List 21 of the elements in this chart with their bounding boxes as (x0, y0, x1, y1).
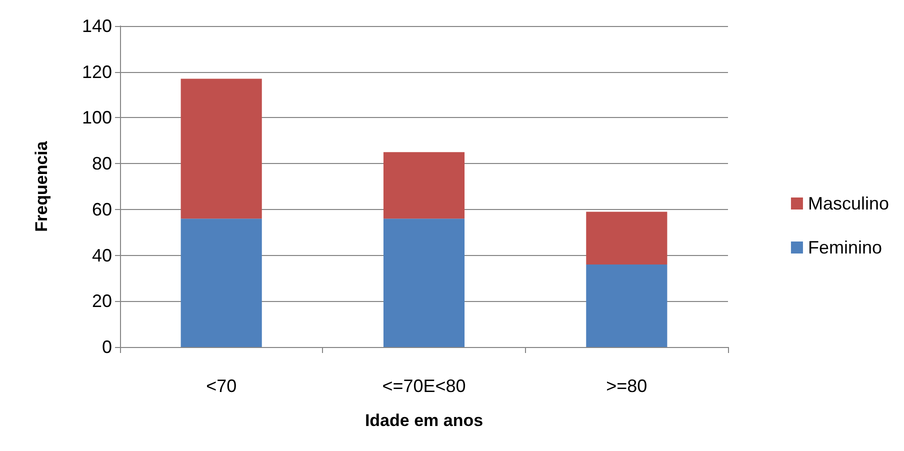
legend-label: Masculino (808, 194, 890, 214)
y-tick-label: 100 (82, 108, 112, 128)
y-tick-label: 60 (92, 199, 112, 220)
bar (383, 218, 465, 347)
y-tick-label: 140 (82, 16, 112, 36)
x-tick-label: >=80 (606, 376, 648, 396)
legend-label: Feminino (808, 238, 882, 258)
bar (586, 212, 668, 264)
y-tick-label: 0 (102, 337, 112, 357)
x-tick-label: <70 (206, 376, 237, 396)
bar (180, 78, 262, 219)
bar (586, 264, 668, 347)
bar (180, 218, 262, 347)
y-tick-label: 120 (82, 62, 112, 82)
y-axis-title: Frequencia (32, 140, 51, 232)
bar (383, 152, 465, 219)
y-tick-label: 40 (92, 245, 112, 266)
x-axis-title: Idade em anos (364, 411, 484, 430)
y-tick-label: 20 (92, 291, 112, 312)
x-tick-label: <=70E<80 (382, 376, 466, 396)
y-tick-label: 80 (92, 154, 112, 174)
